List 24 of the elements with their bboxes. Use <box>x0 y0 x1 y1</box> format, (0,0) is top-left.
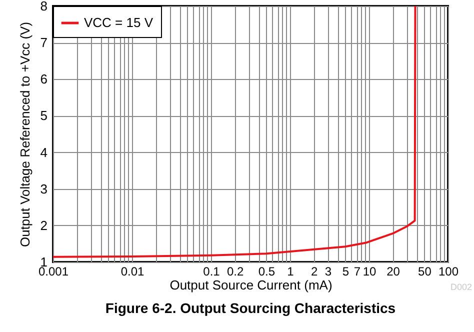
x-tick-label: 1 <box>287 264 294 278</box>
text: Figure 6-2. Output Sourcing Characteristics <box>105 300 396 316</box>
x-tick-label: 0.01 <box>120 264 144 278</box>
x-tick-label: 5 <box>342 264 350 278</box>
y-tick-label: 2 <box>40 218 48 233</box>
x-tick-label: 3 <box>324 264 332 278</box>
y-tick-label: 3 <box>40 181 48 196</box>
x-tick-label: 100 <box>438 264 459 278</box>
y-tick-label: 7 <box>40 35 48 50</box>
x-tick-label: 0.2 <box>226 264 244 278</box>
legend-label: VCC = 15 V <box>84 15 154 30</box>
x-tick-label: 0.5 <box>258 264 276 278</box>
y-tick-label: 5 <box>40 108 48 124</box>
x-tick-label: 7 <box>354 264 361 278</box>
x-tick-label: 10 <box>362 264 376 278</box>
x-tick-label: 0.1 <box>203 264 220 278</box>
y-tick-label: 6 <box>40 72 48 87</box>
x-tick-label: 2 <box>310 264 318 278</box>
x-axis-title: Output Source Current (mA) <box>170 278 332 292</box>
y-axis-title: Output Voltage Referenced to +Vcc (V) <box>17 22 32 248</box>
y-tick-label: 8 <box>40 0 48 14</box>
x-tick-label: 50 <box>418 264 432 278</box>
y-tick-label: 4 <box>40 144 48 160</box>
x-tick-label: 20 <box>386 264 400 278</box>
